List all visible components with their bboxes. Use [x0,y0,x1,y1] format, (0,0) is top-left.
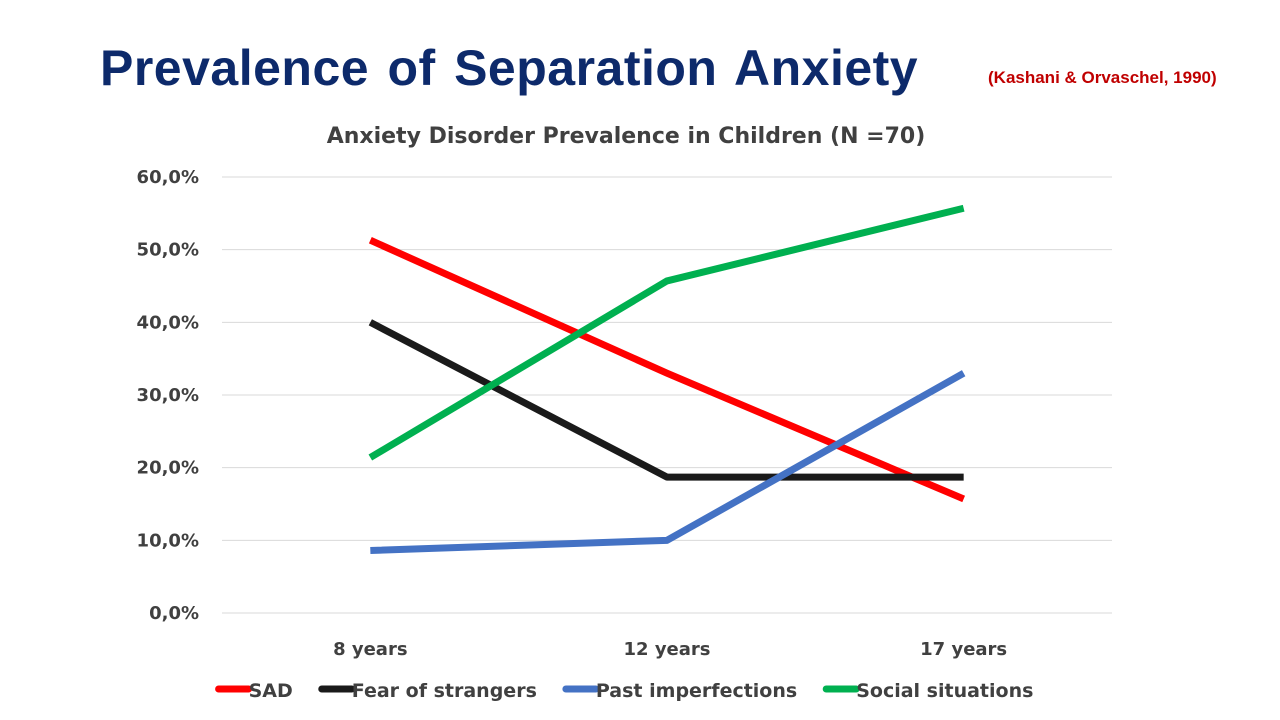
x-tick-label: 12 years [624,639,711,660]
x-tick-label: 17 years [920,639,1007,660]
series-line-fear-of-strangers [370,322,963,477]
y-tick-label: 10,0% [137,530,199,551]
y-tick-label: 50,0% [137,240,199,261]
legend-label-social-situations: Social situations [856,680,1033,702]
legend: SAD Fear of strangers Past imperfections So… [219,680,1034,702]
y-tick-label: 20,0% [137,458,199,479]
y-axis-tick-labels: 0,0% 10,0% 20,0% 30,0% 40,0% 50,0% 60,0% [137,167,199,624]
series-lines [370,208,963,550]
chart-title: Anxiety Disorder Prevalence in Children … [327,124,926,149]
legend-label-sad: SAD [249,680,293,702]
y-tick-label: 30,0% [137,385,199,406]
x-tick-label: 8 years [333,639,407,660]
y-tick-label: 40,0% [137,312,199,333]
y-tick-label: 0,0% [149,603,199,624]
legend-label-fear-of-strangers: Fear of strangers [352,680,537,702]
line-chart: Anxiety Disorder Prevalence in Children … [0,0,1280,720]
y-tick-label: 60,0% [137,167,199,188]
gridlines [222,177,1112,613]
x-axis-tick-labels: 8 years 12 years 17 years [333,639,1007,660]
legend-label-past-imperfections: Past imperfections [596,680,797,702]
